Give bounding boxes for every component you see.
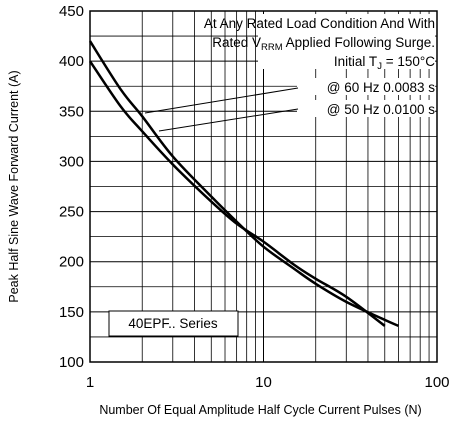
condition-note-line-2-b: Applied Following Surge. xyxy=(283,35,435,50)
series-line-60hz xyxy=(88,40,400,328)
y-tick-label-150: 150 xyxy=(59,304,84,321)
y-tick-label-400: 400 xyxy=(59,53,84,70)
condition-note-line-2: Rated VRRM Applied Following Surge. xyxy=(212,35,435,53)
condition-note-line-2-sub: RRM xyxy=(261,42,283,53)
condition-note-line-3-a: Initial T xyxy=(334,54,377,69)
x-tick-label-10: 10 xyxy=(255,374,272,391)
annotation-layer: At Any Rated Load Condition And With Rat… xyxy=(108,14,436,337)
condition-note-line-3-sub: J xyxy=(377,61,382,72)
condition-note-line-2-a: Rated V xyxy=(212,35,261,50)
y-tick-label-350: 350 xyxy=(59,103,84,120)
x-axis-title: Number Of Equal Amplitude Half Cycle Cur… xyxy=(99,403,421,417)
y-tick-label-250: 250 xyxy=(59,204,84,221)
condition-note-line-1: At Any Rated Load Condition And With xyxy=(204,16,435,31)
series-box-label: 40EPF.. Series xyxy=(128,316,218,331)
condition-note-background xyxy=(258,14,435,69)
leader-line-50hz xyxy=(158,108,299,132)
plot-frame xyxy=(89,10,438,363)
x-tick-label-100: 100 xyxy=(424,374,449,391)
label-50hz: @ 50 Hz 0.0100 s xyxy=(327,102,436,117)
y-tick-label-450: 450 xyxy=(59,3,84,20)
y-axis-title: Peak Half Sine Wave Forward Current (A) xyxy=(7,70,21,302)
x-tick-label-1: 1 xyxy=(86,374,94,391)
condition-note-line-3-b: = 150°C xyxy=(382,54,435,69)
leader-line-60hz xyxy=(144,87,299,114)
y-tick-label-200: 200 xyxy=(59,254,84,271)
series-layer xyxy=(88,40,400,328)
label-50hz-background xyxy=(297,100,435,117)
series-box xyxy=(108,310,239,337)
y-tick-label-300: 300 xyxy=(59,153,84,170)
label-60hz: @ 60 Hz 0.0083 s xyxy=(327,80,436,95)
label-60hz-background xyxy=(297,78,435,95)
y-tick-label-100: 100 xyxy=(59,354,84,371)
series-line-50hz xyxy=(88,60,386,327)
condition-note-line-3: Initial TJ = 150°C xyxy=(334,54,435,72)
tick-labels: 100 150 200 250 300 350 400 450 1 10 100 xyxy=(59,3,450,391)
